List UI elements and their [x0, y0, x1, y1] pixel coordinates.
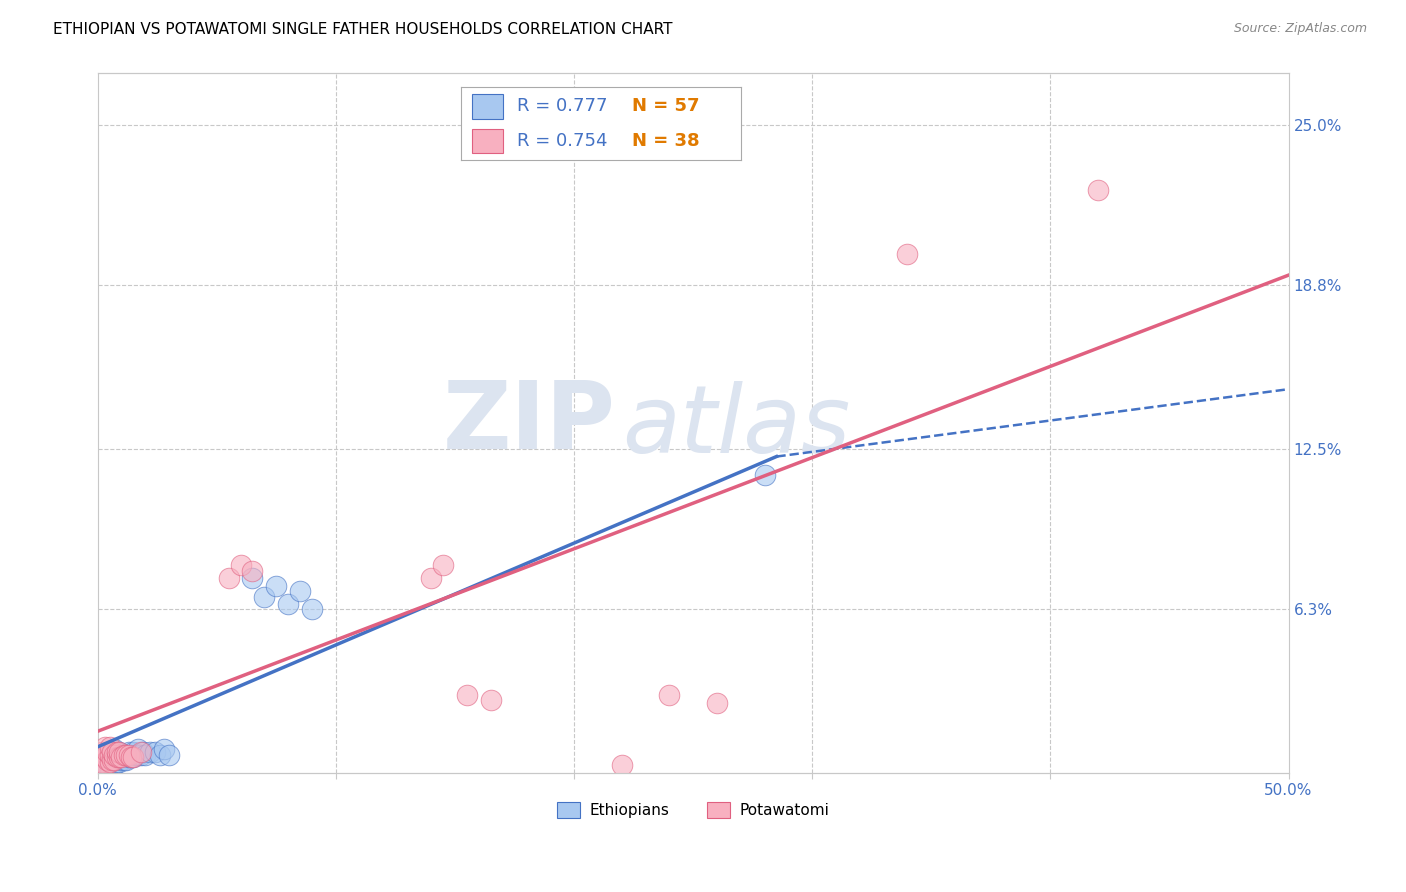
Point — [139, 745, 162, 759]
Point — [117, 750, 139, 764]
Text: ZIP: ZIP — [443, 376, 616, 469]
Point — [98, 756, 121, 770]
Point — [896, 247, 918, 261]
Point — [143, 745, 166, 759]
Point — [91, 756, 114, 770]
Point — [96, 747, 118, 762]
Point — [96, 758, 118, 772]
Text: Source: ZipAtlas.com: Source: ZipAtlas.com — [1233, 22, 1367, 36]
Point — [89, 760, 111, 774]
Point — [148, 747, 170, 762]
Point — [117, 747, 139, 762]
Point — [127, 747, 149, 762]
Point — [103, 747, 125, 762]
Point — [115, 747, 138, 762]
Point — [105, 750, 128, 764]
Point — [105, 750, 128, 764]
Point — [229, 558, 252, 573]
Point — [110, 750, 132, 764]
Point — [103, 747, 125, 762]
Point — [94, 758, 117, 772]
Point — [115, 747, 138, 762]
Point — [153, 742, 176, 756]
Point — [105, 756, 128, 770]
Point — [120, 750, 142, 764]
Point — [120, 750, 142, 764]
Point — [94, 760, 117, 774]
Point — [218, 571, 240, 585]
Point — [112, 753, 135, 767]
Point — [108, 745, 131, 759]
Point — [103, 753, 125, 767]
Point — [108, 756, 131, 770]
Point — [94, 750, 117, 764]
Point — [112, 747, 135, 762]
Point — [706, 696, 728, 710]
Point — [301, 602, 323, 616]
Point — [103, 742, 125, 756]
Point — [432, 558, 454, 573]
Point — [122, 750, 145, 764]
Point — [101, 747, 124, 762]
Point — [122, 745, 145, 759]
Point — [456, 688, 478, 702]
Point — [94, 756, 117, 770]
Point — [108, 750, 131, 764]
Point — [117, 745, 139, 759]
Point — [89, 760, 111, 774]
Point — [98, 747, 121, 762]
Point — [157, 747, 180, 762]
Point — [103, 753, 125, 767]
Point — [91, 745, 114, 759]
Point — [105, 745, 128, 759]
Point — [101, 753, 124, 767]
Point — [98, 756, 121, 770]
Point — [105, 745, 128, 759]
Point — [122, 750, 145, 764]
Point — [288, 584, 311, 599]
Point — [96, 753, 118, 767]
Point — [101, 753, 124, 767]
Text: ETHIOPIAN VS POTAWATOMI SINGLE FATHER HOUSEHOLDS CORRELATION CHART: ETHIOPIAN VS POTAWATOMI SINGLE FATHER HO… — [53, 22, 673, 37]
Point — [115, 753, 138, 767]
Point — [94, 739, 117, 754]
Point — [266, 579, 288, 593]
Point — [101, 758, 124, 772]
Point — [277, 597, 299, 611]
Point — [242, 571, 264, 585]
Point — [110, 747, 132, 762]
Point — [96, 745, 118, 759]
Point — [242, 564, 264, 578]
Point — [110, 753, 132, 767]
Point — [129, 747, 152, 762]
Point — [112, 747, 135, 762]
Text: atlas: atlas — [621, 381, 849, 472]
Point — [134, 747, 156, 762]
Point — [96, 753, 118, 767]
Point — [101, 745, 124, 759]
Point — [420, 571, 443, 585]
Point — [754, 467, 776, 482]
Point — [94, 750, 117, 764]
Point — [658, 688, 681, 702]
Point — [103, 758, 125, 772]
Point — [132, 745, 155, 759]
Point — [108, 750, 131, 764]
Point — [98, 745, 121, 759]
Point — [125, 747, 148, 762]
Point — [127, 742, 149, 756]
Point — [1087, 183, 1109, 197]
Point — [253, 590, 276, 604]
Point — [91, 758, 114, 772]
Point — [91, 753, 114, 767]
Point — [479, 693, 502, 707]
Legend: Ethiopians, Potawatomi: Ethiopians, Potawatomi — [551, 797, 835, 824]
Point — [610, 758, 633, 772]
Point — [98, 760, 121, 774]
Point — [108, 745, 131, 759]
Point — [98, 750, 121, 764]
Point — [129, 745, 152, 759]
Point — [98, 739, 121, 754]
